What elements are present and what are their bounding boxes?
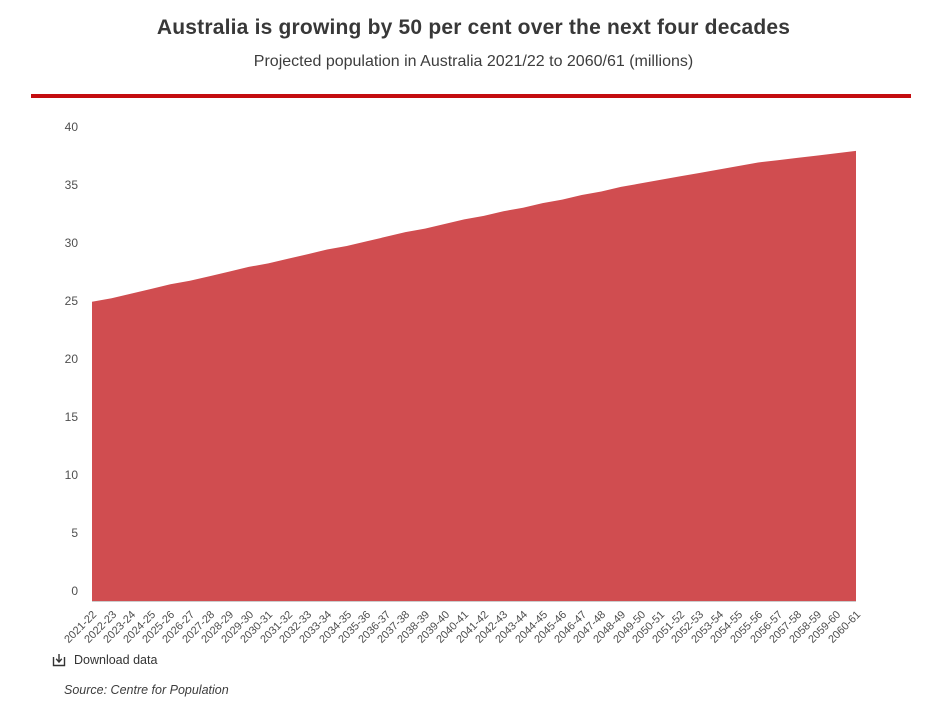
y-axis-tick-label: 10 (64, 468, 78, 482)
y-axis-tick-label: 25 (64, 294, 78, 308)
y-axis-tick-label: 15 (64, 410, 78, 424)
y-axis-tick-label: 35 (64, 178, 78, 192)
y-axis-tick-label: 30 (64, 236, 78, 250)
x-axis-baseline (92, 601, 856, 602)
population-area-shape (92, 150, 856, 601)
download-icon (52, 653, 66, 667)
source-note: Source: Centre for Population (64, 683, 229, 697)
download-button-label: Download data (74, 653, 158, 667)
download-data-button[interactable]: Download data (50, 651, 159, 669)
y-axis-tick-label: 20 (64, 352, 78, 366)
accent-divider-rule (31, 94, 911, 98)
chart-subtitle: Projected population in Australia 2021/2… (253, 53, 694, 70)
chart-title: Australia is growing by 50 per cent over… (156, 16, 791, 39)
y-axis-tick-label: 0 (71, 584, 78, 598)
y-axis-tick-label: 40 (64, 120, 78, 134)
y-axis-tick-label: 5 (71, 526, 78, 540)
